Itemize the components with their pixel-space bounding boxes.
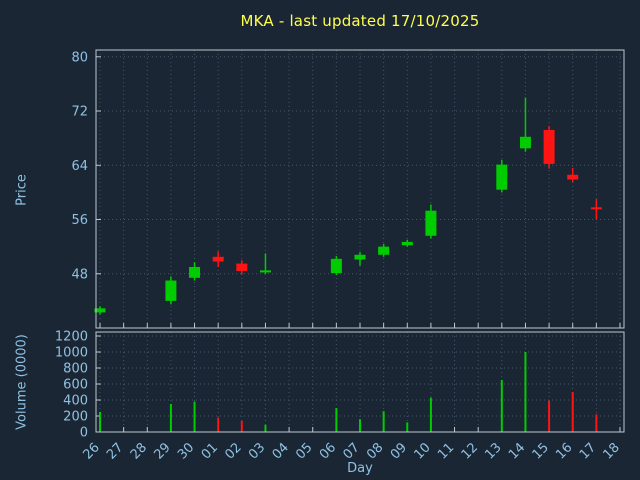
candle-body-13: [496, 164, 508, 190]
x-tick-label-28: 28: [128, 440, 150, 462]
x-tick-label-14: 14: [506, 440, 528, 462]
x-tick-label-16: 16: [553, 440, 575, 462]
price-tick-label-64: 64: [71, 159, 88, 174]
x-tick-label-30: 30: [175, 440, 197, 462]
volume-tick-label-1200: 1200: [55, 330, 88, 345]
price-panel-border: [95, 49, 625, 329]
price-tick-label-56: 56: [71, 213, 88, 228]
price-tick-label-72: 72: [71, 105, 88, 120]
candle-body-17: [590, 207, 602, 210]
x-tick-label-26: 26: [81, 440, 103, 462]
volume-tick-label-200: 200: [63, 410, 88, 425]
x-tick-label-06: 06: [317, 440, 339, 462]
candle-body-03: [259, 270, 271, 273]
x-tick-label-11: 11: [435, 440, 457, 462]
chart-title: MKA - last updated 17/10/2025: [240, 12, 480, 30]
x-tick-label-01: 01: [199, 440, 221, 462]
candle-body-09: [401, 241, 413, 246]
volume-tick-label-800: 800: [63, 362, 88, 377]
volume-axis-label: Volume (0000): [14, 334, 30, 430]
candle-body-26: [94, 308, 106, 313]
candle-body-30: [189, 266, 201, 278]
x-tick-label-08: 08: [364, 440, 386, 462]
candle-body-08: [378, 246, 390, 255]
volume-tick-label-400: 400: [63, 394, 88, 409]
volume-panel-border: [95, 331, 625, 433]
candle-body-07: [354, 254, 366, 260]
candle-body-16: [567, 174, 579, 180]
x-tick-label-13: 13: [482, 440, 504, 462]
x-tick-label-12: 12: [459, 440, 481, 462]
candle-body-29: [165, 280, 177, 301]
volume-tick-label-0: 0: [80, 426, 88, 441]
x-tick-label-09: 09: [388, 440, 410, 462]
x-tick-label-17: 17: [577, 440, 599, 462]
price-axis-label: Price: [14, 174, 30, 206]
x-tick-label-18: 18: [601, 440, 623, 462]
x-tick-label-07: 07: [341, 440, 363, 462]
candle-body-02: [236, 263, 248, 272]
x-tick-label-27: 27: [104, 440, 126, 462]
candle-body-15: [543, 130, 555, 164]
volume-tick-label-1000: 1000: [55, 346, 88, 361]
x-tick-label-04: 04: [270, 440, 292, 462]
x-tick-label-03: 03: [246, 440, 268, 462]
candle-body-10: [425, 210, 437, 236]
x-tick-label-29: 29: [151, 440, 173, 462]
price-tick-label-48: 48: [71, 267, 88, 282]
x-axis-label: Day: [347, 461, 373, 476]
x-tick-label-10: 10: [411, 440, 433, 462]
x-tick-label-05: 05: [293, 440, 315, 462]
candle-body-14: [519, 136, 531, 149]
volume-tick-label-600: 600: [63, 378, 88, 393]
candle-body-01: [212, 256, 224, 262]
price-tick-label-80: 80: [71, 50, 88, 65]
x-tick-label-15: 15: [530, 440, 552, 462]
candle-body-06: [330, 258, 342, 274]
x-tick-label-02: 02: [222, 440, 244, 462]
